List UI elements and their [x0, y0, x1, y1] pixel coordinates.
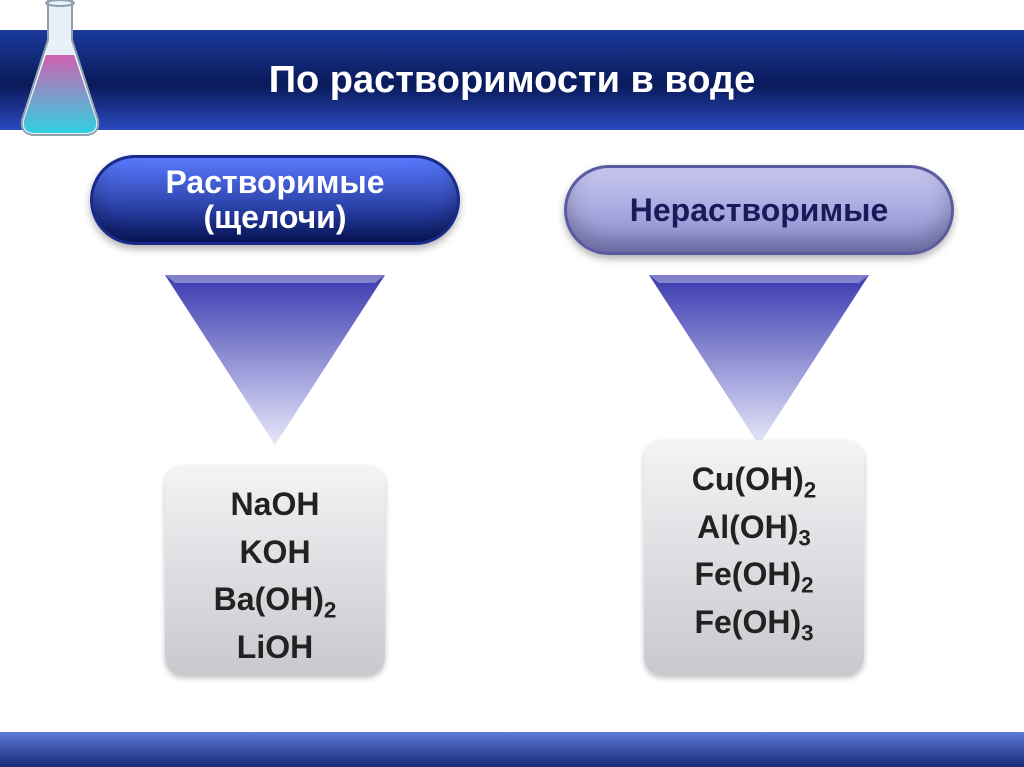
page-title: По растворимости в воде — [269, 59, 756, 102]
formula-item: LiOH — [179, 626, 371, 674]
footer-bar — [0, 732, 1024, 767]
examples-card-insoluble: Cu(OH)2 Al(OH)3 Fe(OH)2 Fe(OH)3 — [644, 440, 864, 675]
formula-item: KOH — [179, 531, 371, 579]
formula-item: NaOH — [179, 483, 371, 531]
pill-insoluble-label: Нерастворимые — [630, 192, 889, 229]
formula-item: Ba(OH)2 — [179, 578, 371, 626]
formula-item: Fe(OH)2 — [658, 553, 850, 601]
content-area: Растворимые (щелочи) Нерастворимые NaOH … — [0, 145, 1024, 732]
funnel-right-icon — [649, 275, 869, 445]
category-pill-insoluble: Нерастворимые — [564, 165, 954, 255]
pill-soluble-line2: (щелочи) — [203, 199, 346, 235]
examples-card-soluble: NaOH KOH Ba(OH)2 LiOH — [165, 465, 385, 675]
header-band: По растворимости в воде — [0, 30, 1024, 130]
formula-item: Fe(OH)3 — [658, 601, 850, 649]
pill-soluble-line1: Растворимые — [166, 164, 385, 200]
formula-item: Cu(OH)2 — [658, 458, 850, 506]
formula-item: Al(OH)3 — [658, 506, 850, 554]
flask-icon — [10, 0, 110, 140]
funnel-left-icon — [165, 275, 385, 445]
category-pill-soluble: Растворимые (щелочи) — [90, 155, 460, 245]
